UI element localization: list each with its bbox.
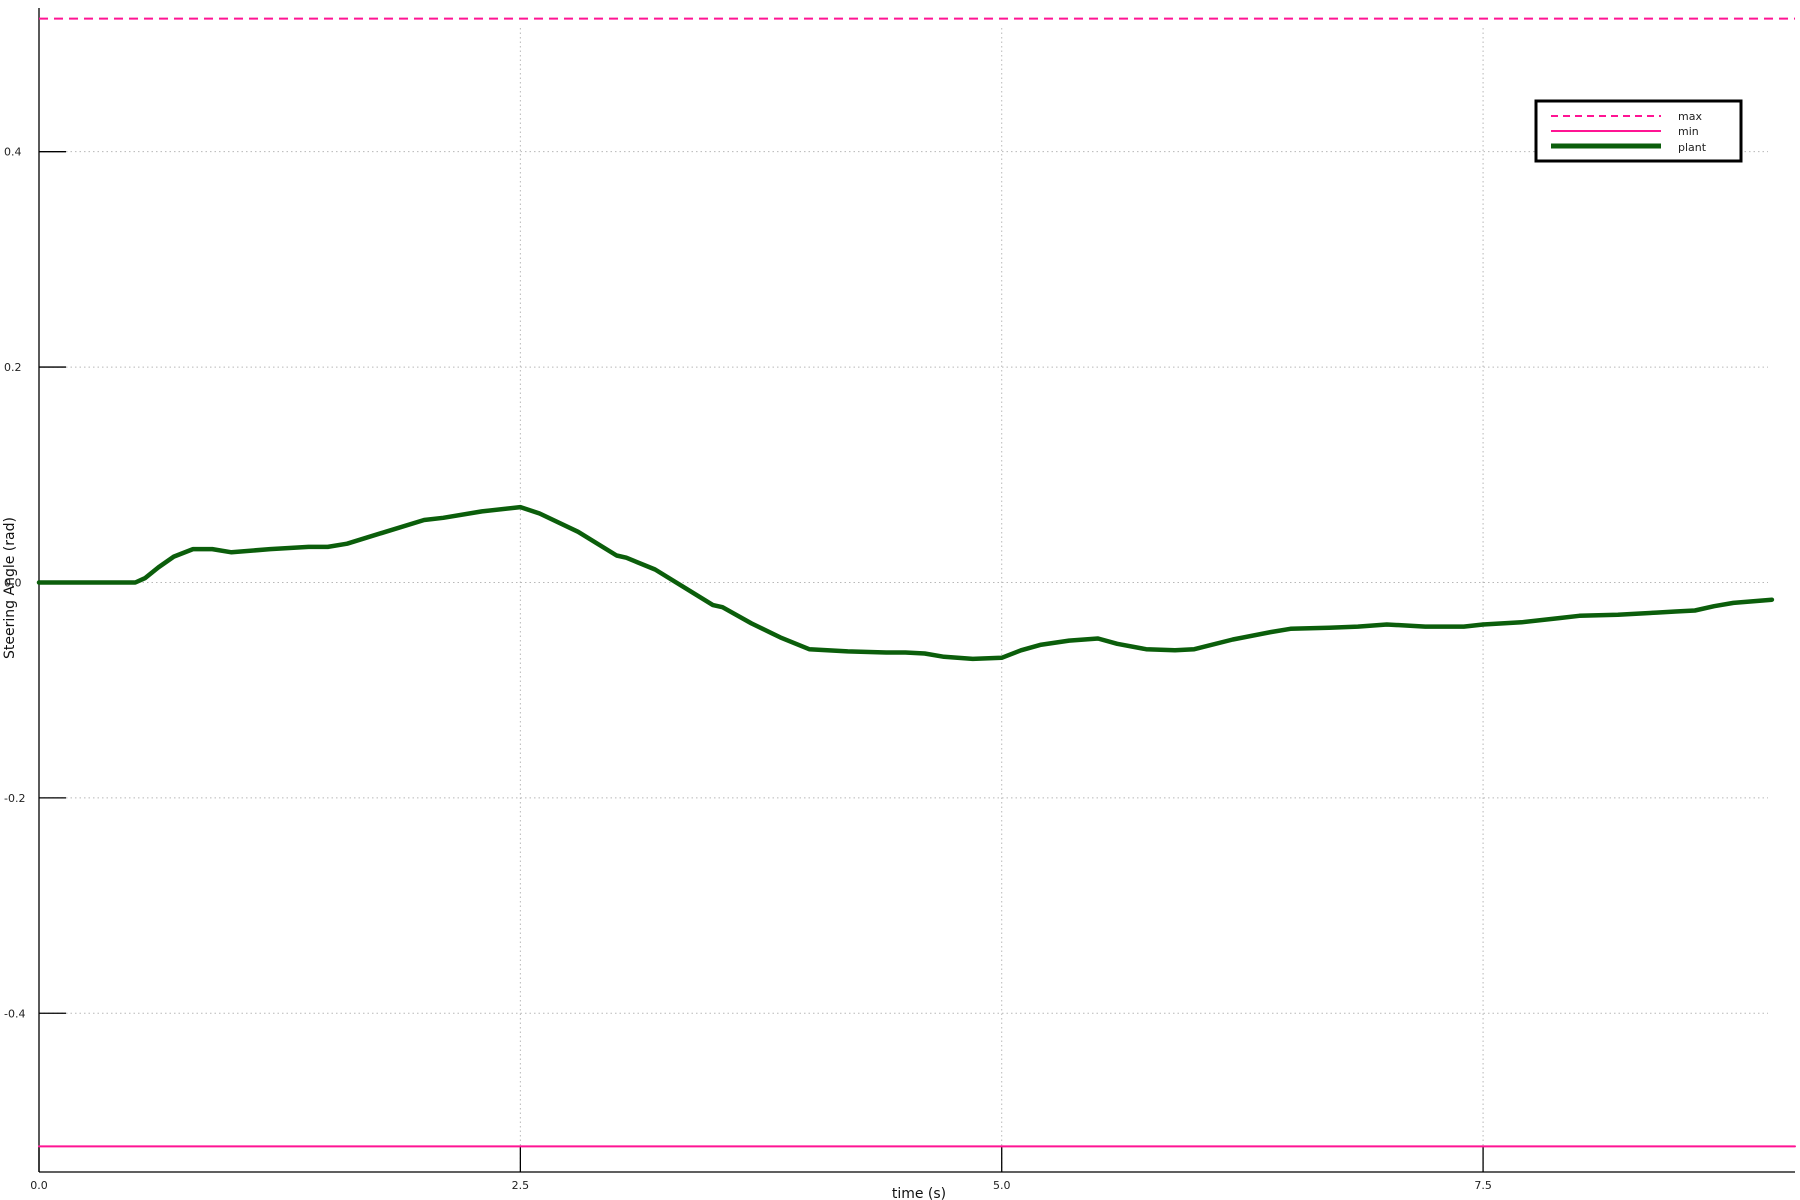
series bbox=[36, 17, 1796, 1148]
x-tick-label: 7.5 bbox=[1474, 1179, 1492, 1192]
legend-label-max: max bbox=[1678, 110, 1702, 123]
grid bbox=[39, 28, 1768, 1172]
series-line-plant bbox=[36, 504, 1775, 662]
y-axis-label: Steering Angle (rad) bbox=[2, 517, 18, 659]
x-tick-label: 0.0 bbox=[30, 1179, 48, 1192]
tick-labels: 0.0 2.5 5.0 7.5 -0.4 -0.2 0.0 0.2 0.4 bbox=[4, 146, 1492, 1192]
y-tick-label: -0.2 bbox=[4, 792, 25, 805]
legend-label-min: min bbox=[1678, 125, 1699, 138]
y-tick-label: 0.4 bbox=[4, 146, 22, 159]
x-tick-label: 5.0 bbox=[993, 1179, 1011, 1192]
legend: max min plant bbox=[1534, 99, 1743, 163]
y-tick-label: 0.0 bbox=[4, 576, 22, 589]
y-tick-label: -0.4 bbox=[4, 1007, 25, 1020]
legend-label-plant: plant bbox=[1678, 141, 1707, 154]
x-axis-label: time (s) bbox=[892, 1186, 946, 1200]
x-tick-label: 2.5 bbox=[512, 1179, 530, 1192]
y-tick-label: 0.2 bbox=[4, 361, 22, 374]
